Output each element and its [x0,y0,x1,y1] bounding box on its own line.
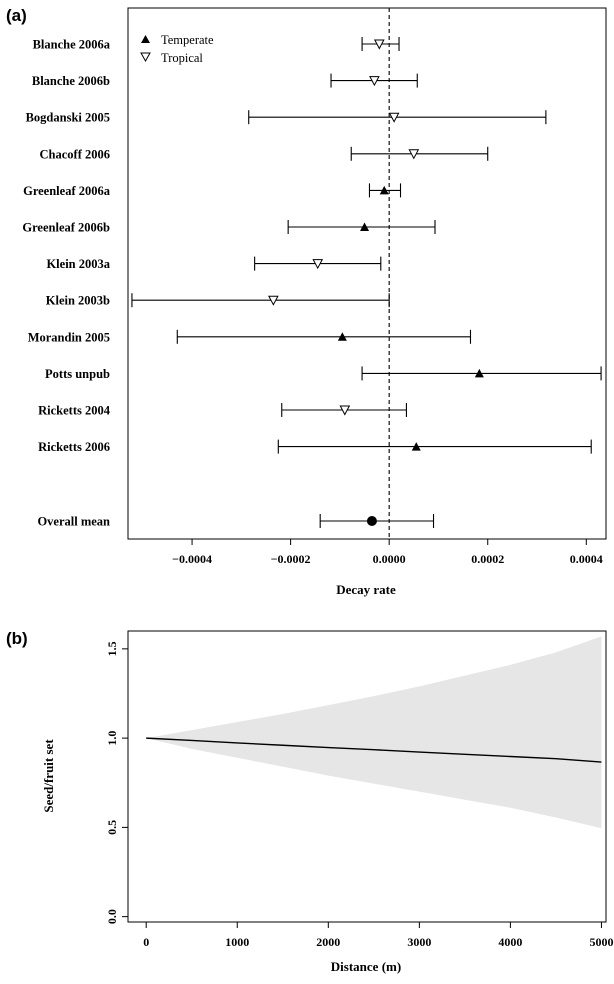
x-tick-label: 1000 [225,935,249,949]
study-label: Klein 2003b [46,294,110,308]
panel-b-confidence-band [146,636,602,829]
panel-a-forest-plot: (a) −0.0004 −0.0002 0.0000 0.0002 0.0004 Bla… [6,6,607,597]
tropical-point [268,295,279,306]
tropical-point [373,39,385,50]
study-label: Morandin 2005 [28,330,110,344]
study-label: Blanche 2006a [33,38,111,52]
confidence-band-area [146,636,602,829]
x-tick-label: −0.0002 [271,552,311,566]
panel-b-x-axis-title: Distance (m) [331,959,401,974]
study-label: Chacoff 2006 [40,147,110,161]
x-tick-label: 0.0004 [570,552,603,566]
legend-temperate-label: Temperate [161,33,214,47]
x-tick-label: 0.0002 [471,552,504,566]
x-tick-label: 3000 [407,935,431,949]
study-label: Greenleaf 2006b [22,221,110,235]
tropical-point [312,259,324,270]
panel-a-studies: Blanche 2006a Blanche 2006b Bogdanski 2005… [22,37,602,529]
y-tick-label: 1.5 [105,641,119,656]
x-tick-label: 0.0000 [373,552,406,566]
y-tick-label: 0.0 [105,909,119,924]
panel-a-label: (a) [6,6,27,25]
tropical-point [369,76,380,87]
panel-b-label: (b) [6,629,28,648]
x-tick-label: 5000 [589,935,613,949]
legend-temperate-marker [141,35,150,43]
temperate-point [474,368,484,378]
panel-a-legend: Temperate Tropical [140,33,214,65]
panel-b-y-axis: 0.0 0.5 1.0 1.5 [105,641,128,924]
x-tick-label: −0.0004 [172,552,212,566]
temperate-point [411,442,421,451]
study-label: Greenleaf 2006a [23,184,111,198]
panel-b-mean-line [146,737,602,763]
study-label: Ricketts 2004 [38,404,111,418]
study-label: Klein 2003a [46,257,110,271]
panel-a-x-axis: −0.0004 −0.0002 0.0000 0.0002 0.0004 [172,539,603,566]
x-tick-label: 4000 [498,935,522,949]
tropical-point [339,405,351,416]
panel-b-plot-frame [127,630,607,923]
panel-b-y-axis-title: Seed/fruit set [41,739,56,813]
tropical-point [388,112,400,123]
x-tick-label: 0 [143,935,149,949]
legend-tropical-label: Tropical [161,51,203,65]
study-label: Overall mean [37,515,110,529]
panel-b-line-chart: (b) 0 1000 2000 3000 4000 5000 0.0 0.5 1.0 1.5 D… [6,629,613,974]
y-tick-label: 1.0 [105,731,119,746]
temperate-point [360,222,370,231]
panel-a-plot-frame [127,7,607,540]
mean-trend-line [146,737,602,763]
temperate-point [379,185,389,195]
tropical-point [408,149,420,160]
legend-tropical-marker [140,52,151,63]
study-label: Blanche 2006b [32,74,110,88]
panel-a-x-axis-title: Decay rate [336,582,396,597]
y-tick-label: 0.5 [105,820,119,835]
study-label: Potts unpub [45,367,110,381]
x-tick-label: 2000 [316,935,340,949]
study-label: Bogdanski 2005 [26,111,110,125]
study-label: Ricketts 2006 [38,440,110,454]
temperate-point [337,332,347,341]
overall-mean-point [366,516,377,526]
panel-b-x-axis: 0 1000 2000 3000 4000 5000 [143,922,613,949]
